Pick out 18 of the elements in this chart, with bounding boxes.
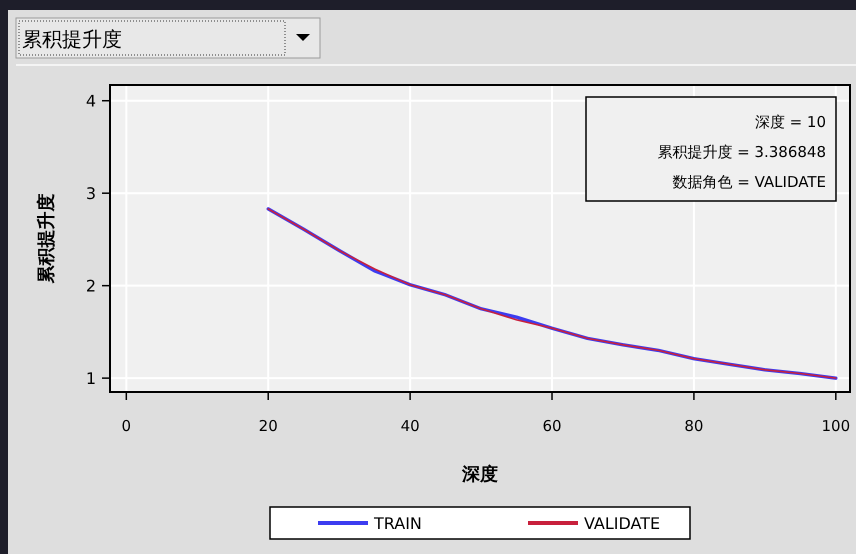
legend-label: VALIDATE <box>584 514 660 533</box>
y-axis-title: 累积提升度 <box>36 194 57 284</box>
y-tick-label: 3 <box>86 184 96 204</box>
annotation: 数据角色 = VALIDATE <box>672 173 826 191</box>
x-tick-label: 20 <box>258 417 278 435</box>
y-tick-label: 2 <box>86 276 96 296</box>
x-tick-label: 100 <box>821 417 850 435</box>
x-tick-label: 60 <box>542 417 562 435</box>
chart-title: 累积提升度 <box>22 27 122 51</box>
annotation: 深度 = 10 <box>754 113 826 131</box>
x-tick-label: 40 <box>400 417 420 435</box>
x-tick-label: 0 <box>122 417 132 435</box>
x-axis-title: 深度 <box>461 464 498 485</box>
legend-label: TRAIN <box>373 514 422 533</box>
annotation: 累积提升度 = 3.386848 <box>657 143 826 161</box>
y-tick-label: 4 <box>86 92 96 111</box>
x-tick-label: 80 <box>684 417 704 435</box>
y-tick-label: 1 <box>86 369 96 388</box>
